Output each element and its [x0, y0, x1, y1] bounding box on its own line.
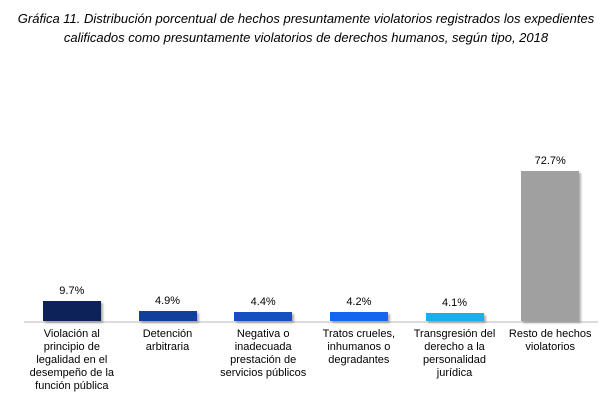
bar-value-label: 4.9%	[154, 294, 181, 307]
bar-column: 4.2%	[311, 296, 407, 321]
bar-column: 4.9%	[120, 295, 216, 321]
plot-area: 9.7% 4.9% 4.4% 4.2% 4.1% 72.7%	[24, 106, 598, 323]
bar-category-label: Resto de hechos violatorios	[508, 328, 592, 353]
bar-category-label: Tratos crueles, inhumanos o degradantes	[322, 328, 396, 366]
bar-value-label: 9.7%	[59, 284, 85, 297]
bar-column: 9.7%	[24, 285, 120, 321]
bar	[234, 311, 293, 321]
chart-page: Gráfica 11. Distribución porcentual de h…	[0, 10, 612, 418]
bar-value-label: 4.4%	[250, 295, 276, 308]
bar-value-label: 4.2%	[346, 296, 372, 309]
chart-title: Gráfica 11. Distribución porcentual de h…	[17, 11, 595, 45]
bar	[42, 300, 101, 321]
bar-column: 72.7%	[502, 154, 598, 321]
bar-value-label: 72.7%	[534, 154, 566, 167]
bar-category-label: Negativa o inadecuada prestación de serv…	[220, 328, 307, 379]
bar	[329, 312, 388, 321]
bar	[138, 310, 197, 321]
bar	[521, 170, 580, 321]
bar-column: 4.1%	[407, 296, 503, 321]
bar-value-label: 4.1%	[441, 296, 468, 309]
bar-category-label: Transgresión del derecho a la personalid…	[413, 328, 496, 379]
bar-category-label: Detención arbitraria	[142, 328, 193, 353]
bar-category-label: Violación al principio de legalidad en e…	[29, 328, 115, 392]
x-axis-labels: Violación al principio de legalidad en e…	[24, 328, 598, 393]
bar	[425, 312, 484, 321]
bar-column: 4.4%	[215, 296, 311, 321]
bar-chart: 9.7% 4.9% 4.4% 4.2% 4.1% 72.7% Violación al p…	[24, 106, 598, 393]
